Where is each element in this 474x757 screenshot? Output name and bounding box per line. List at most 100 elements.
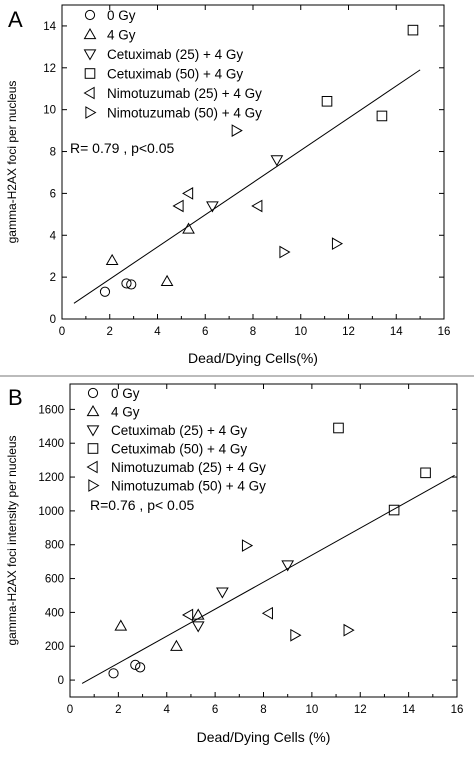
panel-label: B [8,385,23,410]
data-point-series-2 [191,608,205,620]
data-point-series-4 [333,422,344,434]
regression-line [81,474,455,684]
data-point-series-4 [420,467,431,479]
x-tick-label: 2 [115,704,121,716]
legend-label: Cetuximab (25) + 4 Gy [107,47,243,62]
data-point-series-6 [343,623,355,637]
data-point-series-6 [241,539,254,552]
x-tick-label: 16 [438,326,451,338]
x-tick-label: 0 [59,326,65,338]
data-point-series-1 [108,668,119,679]
legend-marker [83,86,95,100]
y-tick-label: 1200 [38,472,64,484]
y-tick-label: 400 [45,607,64,619]
x-axis-title: Dead/Dying Cells (%) [197,729,331,745]
legend-label: 4 Gy [107,28,136,43]
data-point-series-2 [114,619,128,631]
legend-marker [88,479,100,492]
data-point-series-4 [407,24,419,36]
legend-label: 0 Gy [107,8,136,23]
legend-marker [84,68,96,79]
legend-label: 4 Gy [111,405,140,420]
data-point-series-2 [160,274,174,286]
data-point-series-3 [191,621,205,633]
data-point-series-1 [135,662,146,673]
data-point-series-2 [105,253,119,266]
x-tick-label: 0 [67,704,73,716]
legend-marker [86,404,100,417]
data-point-series-4 [376,110,388,122]
data-point-series-3 [206,201,219,213]
data-point-series-5 [182,608,194,622]
data-point-series-1 [126,279,137,290]
x-tick-label: 10 [305,704,318,716]
data-point-series-6 [279,245,291,259]
legend-marker [84,9,96,21]
x-axis-title: Dead/Dying Cells(%) [188,350,318,366]
data-point-series-2 [182,222,195,234]
x-tick-label: 14 [390,326,403,338]
panel-label: A [8,7,23,32]
legend-label: Cetuximab (50) + 4 Gy [111,442,247,457]
legend-marker [85,106,97,119]
legend-label: Nimotuzumab (25) + 4 Gy [111,460,266,475]
data-point-series-3 [216,587,229,599]
y-tick-label: 800 [45,540,64,552]
y-tick-label: 0 [50,314,56,326]
panel-b: B 0 2 4 6 8 10 12 14 16 0 200 400 600 800 1000 1200 1400 1… [5,383,464,745]
data-point-series-1 [99,286,111,297]
legend-marker [86,460,98,474]
data-point-series-6 [231,124,243,137]
data-point-series-6 [290,628,302,642]
x-tick-label: 14 [402,704,415,716]
legend-marker [83,49,97,61]
data-point-series-5 [172,199,184,213]
legend-marker [87,387,99,399]
x-tick-label: 4 [154,326,161,338]
y-tick-label: 1000 [38,506,64,518]
panel-a: A 0 2 4 6 8 10 12 14 16 0 2 4 6 8 10 12 14 Dead/Dying Cell… [5,4,451,366]
regression-line [73,69,421,304]
legend-label: Nimotuzumab (25) + 4 Gy [107,86,262,101]
y-tick-label: 12 [43,63,56,75]
legend-marker [86,425,100,437]
x-tick-label: 8 [260,704,266,716]
y-axis-title: gamma-H2AX foci intensity per nucleus [5,435,19,645]
data-point-series-3 [270,155,284,167]
correlation-annotation: R=0.76 , p< 0.05 [90,497,195,513]
data-point-series-5 [182,187,194,200]
y-tick-label: 4 [50,230,57,242]
correlation-annotation: R= 0.79 , p<0.05 [70,140,175,156]
y-tick-label: 0 [58,675,64,687]
legend-marker [83,27,97,40]
y-tick-label: 200 [45,641,64,653]
x-tick-label: 2 [107,326,113,338]
y-tick-label: 6 [50,188,56,200]
x-tick-label: 16 [451,704,464,716]
y-axis-title: gamma-H2AX foci per nucleus [5,81,19,244]
data-point-series-5 [251,199,263,213]
y-tick-label: 10 [43,105,56,117]
x-tick-label: 12 [354,704,367,716]
legend-marker [87,443,99,454]
legend-label: 0 Gy [111,386,140,401]
x-tick-label: 4 [164,704,171,716]
data-point-series-6 [331,237,344,251]
x-tick-label: 6 [212,704,218,716]
legend-label: Cetuximab (50) + 4 Gy [107,67,243,82]
data-point-series-3 [281,560,295,572]
data-point-series-4 [388,504,400,516]
data-point-series-2 [170,639,183,651]
legend-label: Cetuximab (25) + 4 Gy [111,423,247,438]
data-point-series-1 [130,659,141,670]
data-point-series-5 [261,606,273,620]
y-tick-label: 1400 [38,438,64,450]
data-point-series-1 [121,278,132,289]
y-tick-label: 8 [50,147,56,159]
y-tick-label: 14 [43,21,56,33]
x-tick-label: 8 [250,326,256,338]
legend-label: Nimotuzumab (50) + 4 Gy [107,106,262,121]
y-tick-label: 1600 [38,404,64,416]
x-tick-label: 6 [202,326,208,338]
